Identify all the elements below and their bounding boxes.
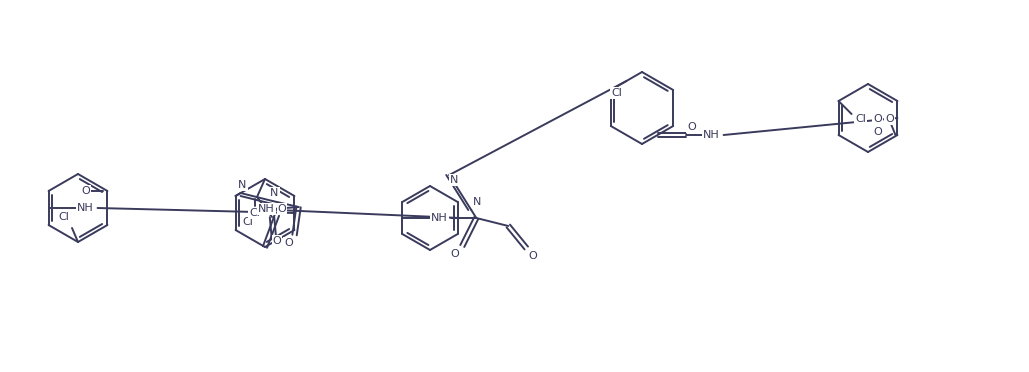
Text: Cl: Cl xyxy=(59,212,69,222)
Text: Cl: Cl xyxy=(242,217,253,227)
Text: NH: NH xyxy=(431,213,448,223)
Text: O: O xyxy=(81,186,90,196)
Text: O: O xyxy=(885,114,894,124)
Text: O: O xyxy=(450,249,459,259)
Text: O: O xyxy=(687,122,696,132)
Text: O: O xyxy=(528,251,537,261)
Text: N: N xyxy=(450,175,459,185)
Text: Cl: Cl xyxy=(855,114,866,124)
Text: NH: NH xyxy=(77,203,94,213)
Text: O: O xyxy=(278,204,286,214)
Text: NH: NH xyxy=(703,130,720,140)
Text: N: N xyxy=(271,188,279,198)
Text: Cl: Cl xyxy=(249,208,260,218)
Text: N: N xyxy=(239,180,247,190)
Text: O: O xyxy=(284,238,293,248)
Text: Cl: Cl xyxy=(611,88,622,98)
Text: O: O xyxy=(873,114,882,124)
Text: O: O xyxy=(874,127,883,137)
Text: NH: NH xyxy=(258,204,275,214)
Text: N: N xyxy=(473,197,482,207)
Text: O: O xyxy=(273,236,281,246)
